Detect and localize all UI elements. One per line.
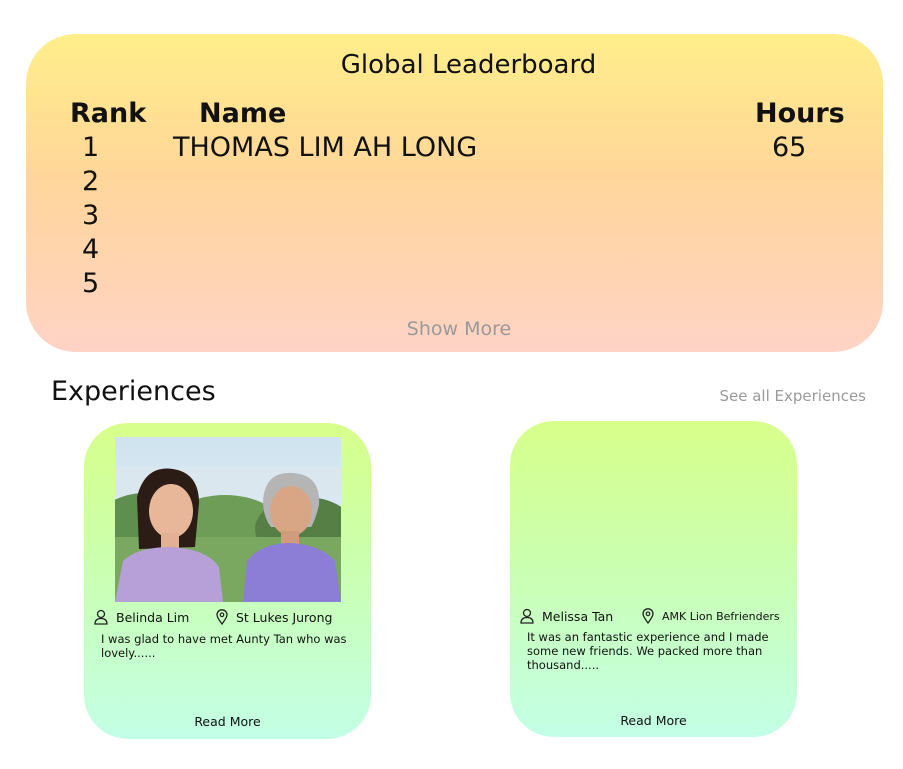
rank-cell: 3: [82, 200, 100, 231]
rank-cell: 2: [82, 166, 100, 197]
name-column-header: Name: [199, 98, 287, 129]
leaderboard-title: Global Leaderboard: [340, 50, 597, 80]
user-icon: [520, 608, 534, 624]
location-pin-icon: [216, 609, 228, 625]
location-name: St Lukes Jurong: [236, 609, 333, 625]
experience-card[interactable]: Melissa Tan AMK Lion Befrienders It was …: [510, 421, 797, 737]
leaderboard-row: 2: [26, 166, 883, 200]
leaderboard-row: 4: [26, 234, 883, 268]
author-meta: Belinda Lim: [94, 609, 189, 625]
read-more-button[interactable]: Read More: [194, 714, 261, 729]
experience-excerpt: It was an fantastic experience and I mad…: [527, 630, 769, 672]
global-leaderboard: Global Leaderboard Rank Name Hours 1 THO…: [26, 34, 883, 352]
author-meta: Melissa Tan: [520, 608, 613, 624]
see-all-experiences-link[interactable]: See all Experiences: [719, 387, 866, 405]
experiences-heading: Experiences: [51, 376, 216, 407]
experience-excerpt: I was glad to have met Aunty Tan who was…: [101, 632, 347, 660]
excerpt-line: It was an fantastic experience and I mad…: [527, 630, 769, 644]
name-cell: THOMAS LIM AH LONG: [173, 132, 478, 163]
excerpt-line: lovely......: [101, 646, 156, 660]
author-name: Melissa Tan: [542, 608, 614, 624]
rank-cell: 5: [82, 268, 100, 299]
location-name: AMK Lion Befrienders: [662, 609, 780, 623]
hours-column-header: Hours: [755, 98, 845, 129]
excerpt-line: I was glad to have met Aunty Tan who was: [101, 632, 347, 646]
location-meta: St Lukes Jurong: [216, 609, 332, 625]
hours-cell: 65: [772, 132, 807, 163]
leaderboard-row: 5: [26, 268, 883, 302]
author-name: Belinda Lim: [116, 609, 190, 625]
leaderboard-row: 1 THOMAS LIM AH LONG 65: [26, 132, 883, 166]
rank-column-header: Rank: [70, 98, 147, 129]
rank-cell: 1: [82, 132, 100, 163]
location-pin-icon: [642, 608, 654, 624]
location-meta: AMK Lion Befrienders: [642, 608, 780, 624]
excerpt-line: thousand.....: [527, 658, 600, 672]
excerpt-line: some new friends. We packed more than: [527, 644, 763, 658]
user-icon: [94, 609, 108, 625]
leaderboard-row: 3: [26, 200, 883, 234]
experience-card[interactable]: Belinda Lim St Lukes Jurong I was glad t…: [84, 423, 371, 739]
experience-photo: [115, 437, 341, 602]
rank-cell: 4: [82, 234, 100, 265]
read-more-button[interactable]: Read More: [620, 713, 687, 728]
show-more-button[interactable]: Show More: [406, 318, 512, 340]
